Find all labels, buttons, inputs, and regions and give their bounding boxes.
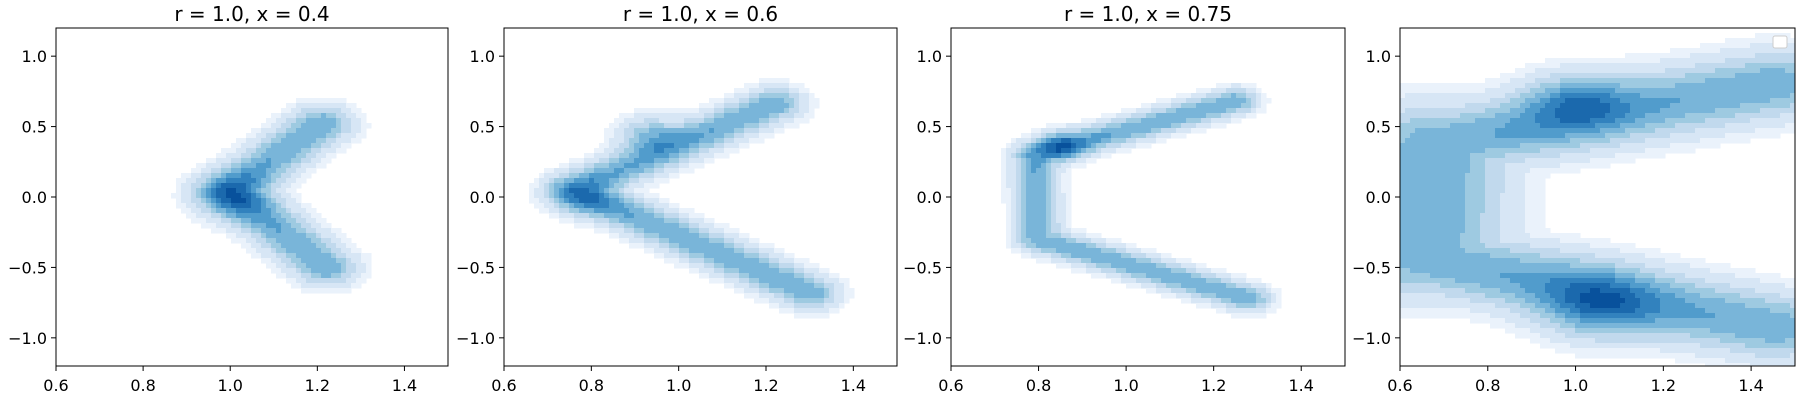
- x-tick-label: 0.6: [1387, 376, 1412, 395]
- y-tick-label: −1.0: [456, 329, 495, 348]
- panel-title: r = 1.0, x = 0.6: [623, 2, 778, 26]
- y-tick-label: 0.5: [22, 118, 47, 137]
- x-tick-label: 0.6: [43, 376, 68, 395]
- y-tick-label: 0.0: [22, 188, 47, 207]
- x-tick-label: 1.2: [1201, 376, 1226, 395]
- y-tick-label: 1.0: [22, 47, 47, 66]
- y-tick-label: −0.5: [456, 258, 495, 277]
- y-tick-label: 0.0: [917, 188, 942, 207]
- panel-2: 0.6 0.8 1.0 1.2 1.4 1.0 0.5 0.0 −0.5 −1.0 r = 1.0,…: [456, 2, 898, 395]
- y-tick-label: 1.0: [917, 47, 942, 66]
- y-tick-label: −0.5: [8, 258, 47, 277]
- y-tick-label: 1.0: [470, 47, 495, 66]
- x-tick-label: 1.0: [1113, 376, 1138, 395]
- x-tick-label: 1.0: [1563, 376, 1588, 395]
- panel-1: 0.6 0.8 1.0 1.2 1.4 1.0 0.5 0.0 −0.5 −1.0 r = 1.0,…: [8, 2, 449, 395]
- x-tick-label: 0.8: [130, 376, 155, 395]
- x-tick-label: 1.4: [1738, 376, 1763, 395]
- density-field: [171, 98, 372, 294]
- y-tick-label: 0.5: [917, 118, 942, 137]
- x-tick-label: 0.8: [1475, 376, 1500, 395]
- x-tick-label: 1.2: [1651, 376, 1676, 395]
- y-tick-label: −1.0: [8, 329, 47, 348]
- y-tick-label: 1.0: [1366, 47, 1391, 66]
- x-tick-label: 1.4: [392, 376, 417, 395]
- y-tick-label: 0.0: [1366, 188, 1391, 207]
- x-tick-label: 0.6: [938, 376, 963, 395]
- y-tick-label: −1.0: [1352, 329, 1391, 348]
- legend-box: [1772, 35, 1788, 49]
- y-tick-label: −1.0: [903, 329, 942, 348]
- panel-4: 0.6 0.8 1.0 1.2 1.4 1.0 0.5 0.0 −0.5 −1.0: [1352, 27, 1796, 395]
- y-tick-label: −0.5: [903, 258, 942, 277]
- density-field: [1400, 33, 1795, 366]
- y-tick-label: 0.5: [470, 118, 495, 137]
- panel-title: r = 1.0, x = 0.4: [174, 2, 329, 26]
- x-tick-label: 1.4: [841, 376, 866, 395]
- x-tick-label: 0.8: [579, 376, 604, 395]
- y-tick-label: 0.5: [1366, 118, 1391, 137]
- density-field: [529, 78, 855, 319]
- panel-title: r = 1.0, x = 0.75: [1064, 2, 1232, 26]
- y-tick-label: 0.0: [470, 188, 495, 207]
- x-tick-label: 1.2: [753, 376, 778, 395]
- x-tick-label: 1.0: [666, 376, 691, 395]
- x-tick-label: 1.0: [217, 376, 242, 395]
- x-tick-label: 0.8: [1026, 376, 1051, 395]
- x-tick-label: 1.2: [305, 376, 330, 395]
- density-field: [1001, 83, 1282, 319]
- panel-3: 0.6 0.8 1.0 1.2 1.4 1.0 0.5 0.0 −0.5 −1.0 r = 1.0,…: [903, 2, 1346, 395]
- y-tick-label: −0.5: [1352, 258, 1391, 277]
- x-tick-label: 1.4: [1288, 376, 1313, 395]
- x-tick-label: 0.6: [491, 376, 516, 395]
